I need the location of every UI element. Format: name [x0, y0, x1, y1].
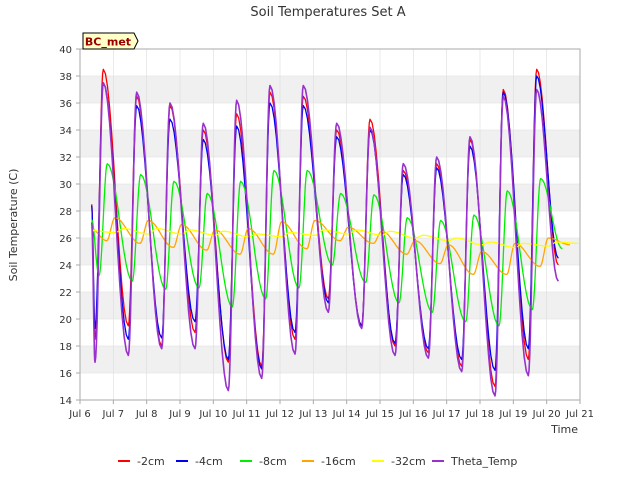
- x-tick-label: Jul 20: [532, 409, 561, 420]
- annotation-text: BC_met: [85, 36, 131, 49]
- legend: -2cm -4cm -8cm -16cm -32cm Theta_Temp: [118, 455, 517, 468]
- gridlines: [79, 48, 581, 401]
- legend-label: Theta_Temp: [450, 455, 517, 468]
- series-line-32cm: [91, 227, 579, 249]
- x-tick-label: Jul 11: [232, 409, 261, 420]
- x-tick-label: Jul 21: [565, 409, 594, 420]
- y-tick-label: 14: [59, 396, 72, 407]
- series-line-4cm: [91, 75, 559, 371]
- legend-label: -8cm: [259, 455, 287, 468]
- x-tick-label: Jul 19: [498, 409, 527, 420]
- legend-item: -32cm: [372, 455, 426, 468]
- y-tick-label: 28: [59, 207, 72, 218]
- legend-label: -32cm: [391, 455, 426, 468]
- x-tick-label: Jul 8: [135, 409, 158, 420]
- y-tick-label: 16: [59, 369, 72, 380]
- x-axis-label: Time: [550, 423, 578, 436]
- legend-item: -2cm: [118, 455, 165, 468]
- y-tick-label: 18: [59, 342, 72, 353]
- x-tick-label: Jul 13: [298, 409, 327, 420]
- legend-item: -16cm: [302, 455, 356, 468]
- site-annotation: BC_met: [82, 32, 139, 50]
- series-line-thetatemp: [90, 82, 560, 397]
- y-tick-label: 32: [59, 153, 72, 164]
- y-tick-label: 24: [59, 261, 72, 272]
- x-tick-label: Jul 9: [168, 409, 191, 420]
- y-tick-label: 22: [59, 288, 72, 299]
- y-tick-label: 30: [59, 180, 72, 191]
- x-tick-label: Jul 15: [365, 409, 394, 420]
- background-band: [80, 184, 580, 211]
- background-band: [80, 346, 580, 373]
- legend-item: -8cm: [240, 455, 287, 468]
- y-tick-label: 26: [59, 234, 72, 245]
- x-tick-label: Jul 7: [102, 409, 125, 420]
- series-lines: [90, 68, 579, 397]
- y-tick-label: 20: [59, 315, 72, 326]
- y-tick-label: 40: [59, 45, 72, 56]
- y-tick-label: 36: [59, 99, 72, 110]
- x-tick-label: Jul 16: [398, 409, 427, 420]
- legend-label: -4cm: [195, 455, 223, 468]
- background-band: [80, 76, 580, 103]
- x-tick-label: Jul 12: [265, 409, 294, 420]
- legend-label: -2cm: [137, 455, 165, 468]
- legend-label: -16cm: [321, 455, 356, 468]
- series-line-8cm: [91, 163, 563, 327]
- plot-frame: [79, 48, 581, 401]
- x-tick-label: Jul 17: [432, 409, 461, 420]
- plot-background-bands: [80, 76, 580, 373]
- x-tick-label: Jul 14: [332, 409, 361, 420]
- x-tick-label: Jul 6: [68, 409, 91, 420]
- chart-title: Soil Temperatures Set A: [250, 5, 405, 20]
- x-tick-label: Jul 10: [198, 409, 227, 420]
- background-band: [80, 130, 580, 157]
- legend-item: Theta_Temp: [432, 455, 517, 468]
- x-axis-ticks: Jul 6 Jul 7 Jul 8 Jul 9 Jul 10 Jul 11 Jul 12 Ju…: [68, 400, 594, 420]
- legend-item: -4cm: [176, 455, 223, 468]
- y-tick-label: 38: [59, 72, 72, 83]
- y-axis-label: Soil Temperature (C): [7, 169, 20, 282]
- annotation-box: [82, 32, 139, 50]
- y-axis-ticks: 14 16 18 20 22 24 26 28 30 32 34 36 38 40: [59, 45, 80, 407]
- y-tick-label: 34: [59, 126, 72, 137]
- x-tick-label: Jul 18: [465, 409, 494, 420]
